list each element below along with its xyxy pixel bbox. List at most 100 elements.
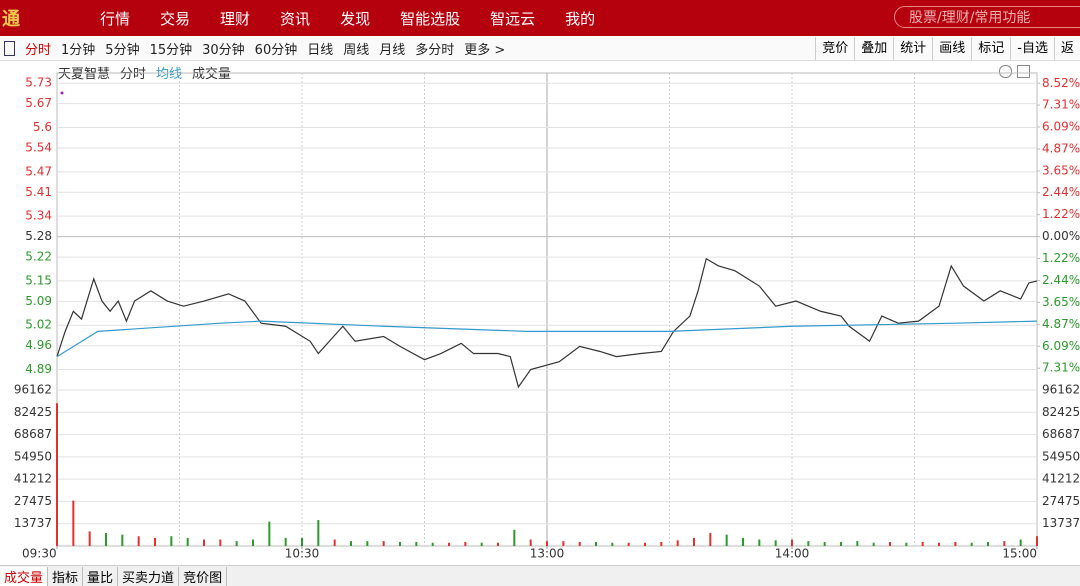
y-tick-label: 5.6 — [33, 120, 52, 134]
volume-bar — [774, 540, 777, 546]
volume-bar — [970, 542, 973, 546]
period-tab[interactable]: 15分钟 — [149, 43, 193, 58]
volume-bar — [170, 536, 173, 546]
y-tick-label: 13737 — [14, 516, 52, 530]
tool-button[interactable]: 画线 — [932, 37, 971, 60]
y-tick-label: 5.41 — [25, 185, 52, 199]
legend-price[interactable]: 分时 — [120, 66, 147, 82]
y-tick-label-right: 68687 — [1042, 427, 1080, 441]
volume-bar — [889, 541, 891, 546]
tool-button[interactable]: 竞价 — [815, 37, 854, 60]
y2-tick-label: 1.22% — [1042, 251, 1080, 265]
logo: 通 — [2, 9, 20, 30]
volume-bar — [807, 541, 810, 546]
volume-bar — [562, 541, 565, 546]
nav-items: 行情 交易 理财 资讯 发现 智能选股 智远云 我的 — [100, 8, 625, 29]
volume-bar — [252, 539, 254, 546]
period-tab[interactable]: 60分钟 — [254, 43, 298, 58]
search-box[interactable]: 股票/理财/常用功能 — [894, 6, 1080, 28]
volume-bar — [105, 533, 107, 546]
y-tick-label: 82425 — [14, 405, 52, 419]
volume-bar — [301, 537, 303, 546]
volume-bar — [725, 534, 728, 546]
nav-item[interactable]: 智远云 — [490, 9, 536, 28]
zoom-icon[interactable] — [999, 65, 1012, 78]
y2-tick-label: 4.87% — [1042, 317, 1080, 331]
volume-bar — [399, 541, 401, 546]
y2-tick-label: 0.00% — [1042, 229, 1080, 243]
bottom-tab[interactable]: 买卖力道 — [118, 566, 180, 586]
volume-bar — [546, 541, 548, 546]
y2-tick-label: 6.09% — [1042, 339, 1080, 353]
volume-bar — [513, 529, 516, 546]
volume-bar — [742, 537, 744, 546]
y2-tick-label: 7.31% — [1042, 361, 1080, 375]
tool-button[interactable]: -自选 — [1010, 37, 1054, 60]
legend-volume[interactable]: 成交量 — [192, 66, 232, 82]
y-tick-label: 4.96 — [25, 338, 52, 352]
y-tick-label: 5.54 — [25, 140, 52, 154]
y2-tick-label: 7.31% — [1042, 98, 1080, 112]
volume-bar — [235, 541, 238, 546]
chart: 09:30 10:30 13:00 14:00 15:00 5.73 5.67 5.6 5.54… — [14, 72, 1080, 561]
legend-avg[interactable]: 均线 — [156, 66, 183, 82]
y2-tick-label: 4.87% — [1042, 141, 1080, 155]
nav-item[interactable]: 理财 — [220, 9, 251, 28]
period-tab[interactable]: 月线 — [379, 43, 406, 58]
volume-bar — [333, 539, 336, 546]
y-tick-label: 5.73 — [25, 76, 52, 90]
nav-item[interactable]: 行情 — [100, 9, 131, 28]
bottom-tab[interactable]: 竞价图 — [179, 566, 228, 586]
volume-bar — [431, 542, 434, 546]
chart-header: 天夏智慧 分时 均线 成交量 — [0, 62, 1080, 82]
volume-bar — [921, 541, 924, 546]
period-tab[interactable]: 日线 — [307, 43, 334, 58]
period-tab[interactable]: 30分钟 — [202, 43, 245, 58]
volume-bar — [464, 541, 467, 546]
volume-bar — [676, 540, 679, 546]
volume-bar — [791, 539, 793, 546]
period-tab[interactable]: 5分钟 — [105, 43, 140, 58]
nav-item[interactable]: 资讯 — [280, 9, 311, 28]
period-tab[interactable]: 分时 — [25, 43, 52, 58]
nav-item[interactable]: 智能选股 — [400, 9, 461, 28]
bottom-tab[interactable]: 量比 — [83, 566, 119, 586]
period-tab[interactable]: 多分时 — [415, 43, 455, 58]
nav-item[interactable]: 交易 — [160, 9, 191, 28]
volume-bar — [938, 542, 940, 546]
volume-bar — [660, 541, 663, 546]
marker-dot — [60, 91, 64, 95]
volume-bar — [611, 542, 614, 546]
volume-bar — [219, 539, 222, 546]
volume-bar — [366, 541, 369, 546]
volume-bar — [644, 542, 646, 546]
volume-bar — [709, 533, 712, 546]
volume-bar — [350, 541, 352, 546]
window-icon[interactable] — [1017, 65, 1030, 78]
volume-bar — [56, 403, 58, 546]
volume-bar — [121, 534, 124, 546]
panel-icon[interactable] — [4, 41, 15, 56]
y-tick-label: 5.09 — [25, 294, 52, 308]
tool-button[interactable]: 标记 — [971, 37, 1010, 60]
nav-item[interactable]: 发现 — [340, 9, 371, 28]
period-tab[interactable]: 更多 > — [464, 43, 506, 58]
tool-button[interactable]: 返 — [1053, 37, 1080, 60]
volume-bar — [627, 542, 630, 546]
volume-bar — [823, 541, 826, 546]
tool-button[interactable]: 叠加 — [854, 37, 893, 60]
volume-bar — [856, 541, 859, 546]
y-tick-label: 5.47 — [25, 164, 52, 178]
volume-bar — [415, 541, 418, 546]
bottom-tab[interactable]: 成交量 — [0, 566, 49, 586]
volume-bar — [758, 539, 761, 546]
bottom-tab[interactable]: 指标 — [48, 566, 84, 586]
volume-bar — [595, 541, 597, 546]
period-tab[interactable]: 周线 — [343, 43, 370, 58]
nav-item[interactable]: 我的 — [565, 9, 596, 28]
volume-bar — [154, 537, 156, 546]
tool-button[interactable]: 统计 — [893, 37, 932, 60]
y2-tick-label: 3.65% — [1042, 295, 1080, 309]
period-tab[interactable]: 1分钟 — [61, 43, 96, 58]
volume-bar — [840, 541, 842, 546]
